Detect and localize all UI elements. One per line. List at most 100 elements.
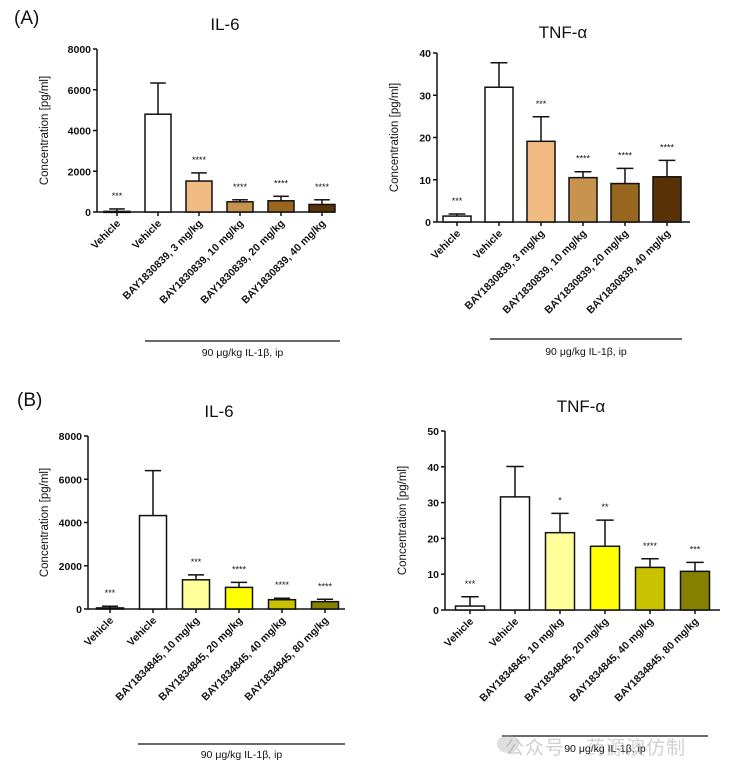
- significance-label: ****: [275, 580, 290, 590]
- x-tick-label: BAY1830839, 3 mg/kg: [463, 228, 548, 313]
- significance-label: *: [558, 495, 562, 505]
- bar: [224, 586, 254, 610]
- x-tick-label: BAY1834845, 40 mg/kg: [199, 615, 288, 704]
- y-tick-label: 0: [433, 605, 439, 617]
- group-label: 90 μg/kg IL-1β, ip: [545, 346, 627, 358]
- significance-label: ***: [112, 191, 123, 201]
- significance-label: ***: [690, 544, 701, 554]
- significance-label: ****: [576, 154, 591, 164]
- x-tick-label: BAY1834845, 80 mg/kg: [242, 615, 331, 704]
- bar: [544, 531, 576, 611]
- significance-label: ****: [318, 581, 333, 591]
- x-tick-label: BAY1830839, 40 mg/kg: [239, 218, 328, 307]
- significance-label: ****: [618, 150, 633, 160]
- x-tick-label: BAY1830839, 3 mg/kg: [121, 218, 206, 303]
- y-tick-label: 2000: [68, 166, 92, 178]
- significance-label: ****: [233, 182, 248, 192]
- chart-b-il6: IL-6 Concentration [pg/ml] 0 2000 4000 6000 80…: [39, 402, 345, 761]
- bar: [526, 140, 556, 223]
- x-tick-label: BAY1834845, 80 mg/kg: [612, 616, 701, 705]
- bar: [308, 203, 336, 213]
- group-label: 90 μg/kg IL-1β, ip: [202, 347, 284, 359]
- bar: [144, 113, 172, 213]
- y-tick-label: 10: [427, 569, 439, 581]
- panel-label-b: (B): [17, 390, 43, 411]
- y-tick-label: 30: [427, 498, 439, 510]
- significance-label: ****: [643, 541, 658, 551]
- y-tick-label: 6000: [59, 474, 83, 486]
- significance-label: ***: [536, 99, 547, 109]
- significance-label: ***: [452, 196, 463, 206]
- x-tick-label: Vehicle: [82, 615, 116, 649]
- significance-label: ****: [274, 178, 289, 188]
- bar: [499, 496, 531, 611]
- bar: [138, 514, 168, 610]
- group-label: 90 μg/kg IL-1β, ip: [201, 749, 283, 761]
- y-axis-label: Concentration [pg/ml]: [397, 466, 409, 575]
- x-tick-label: Vehicle: [125, 615, 159, 649]
- significance-label: ****: [315, 182, 330, 192]
- x-tick-label: BAY1834845, 10 mg/kg: [113, 615, 202, 704]
- significance-label: ***: [191, 557, 202, 567]
- y-tick-label: 4000: [59, 518, 83, 530]
- y-tick-label: 20: [419, 133, 431, 145]
- y-tick-label: 0: [85, 207, 91, 219]
- significance-label: ***: [105, 588, 116, 598]
- bar: [95, 607, 125, 610]
- x-tick-label: Vehicle: [487, 616, 521, 650]
- bar: [652, 176, 682, 223]
- bar: [185, 180, 213, 213]
- bar: [181, 579, 211, 610]
- x-tick-label: BAY1830839, 40 mg/kg: [584, 228, 673, 317]
- bar: [589, 545, 621, 611]
- bar: [454, 605, 486, 611]
- x-tick-label: BAY1834845, 20 mg/kg: [522, 616, 611, 705]
- wechat-watermark-icon: [497, 735, 519, 753]
- y-tick-label: 40: [427, 462, 439, 474]
- panel-label-a: (A): [14, 8, 40, 29]
- bar: [568, 176, 598, 223]
- y-axis-label: Concentration [pg/ml]: [39, 468, 51, 577]
- bar: [267, 598, 297, 610]
- x-tick-label: Vehicle: [429, 228, 463, 262]
- significance-label: ****: [192, 155, 207, 165]
- significance-label: **: [601, 502, 609, 512]
- chart-title: TNF-α: [557, 397, 606, 416]
- chart-title: IL-6: [204, 402, 233, 421]
- chart-a-tnfa: TNF-α Concentration [pg/ml] 0 10 20 30 40 *** Ve…: [389, 23, 690, 358]
- x-tick-label: BAY1834845, 20 mg/kg: [156, 615, 245, 704]
- x-tick-label: Vehicle: [89, 218, 123, 252]
- y-axis-label: Concentration [pg/ml]: [39, 76, 51, 185]
- chart-a-il6: IL-6 Concentration [pg/ml] 0 2000 4000 6000 80…: [39, 15, 340, 359]
- bar: [484, 86, 514, 223]
- x-tick-label: BAY1830839, 20 mg/kg: [542, 228, 631, 317]
- y-tick-label: 0: [76, 604, 82, 616]
- bar: [267, 200, 295, 213]
- y-tick-label: 2000: [59, 561, 83, 573]
- bar: [442, 215, 472, 223]
- y-tick-label: 8000: [59, 431, 83, 443]
- bar: [634, 566, 666, 611]
- bar: [679, 570, 711, 611]
- y-tick-label: 4000: [68, 126, 92, 138]
- bar: [226, 201, 254, 213]
- y-tick-label: 8000: [68, 44, 92, 56]
- chart-title: TNF-α: [539, 23, 588, 42]
- bar: [310, 600, 340, 610]
- x-tick-label: BAY1830839, 10 mg/kg: [157, 218, 246, 307]
- x-tick-label: Vehicle: [442, 616, 476, 650]
- x-tick-label: Vehicle: [471, 228, 505, 262]
- group-label: 90 μg/kg IL-1β, ip: [564, 743, 646, 755]
- chart-title: IL-6: [210, 15, 239, 34]
- y-tick-label: 50: [427, 426, 439, 438]
- y-axis-label: Concentration [pg/ml]: [389, 83, 401, 192]
- x-tick-label: BAY1834845, 10 mg/kg: [477, 616, 566, 705]
- significance-label: ****: [232, 564, 247, 574]
- y-tick-label: 0: [425, 217, 431, 229]
- y-tick-label: 6000: [68, 85, 92, 97]
- y-tick-label: 20: [427, 533, 439, 545]
- y-tick-label: 30: [419, 90, 431, 102]
- x-tick-label: Vehicle: [130, 218, 164, 252]
- significance-label: ***: [465, 579, 476, 589]
